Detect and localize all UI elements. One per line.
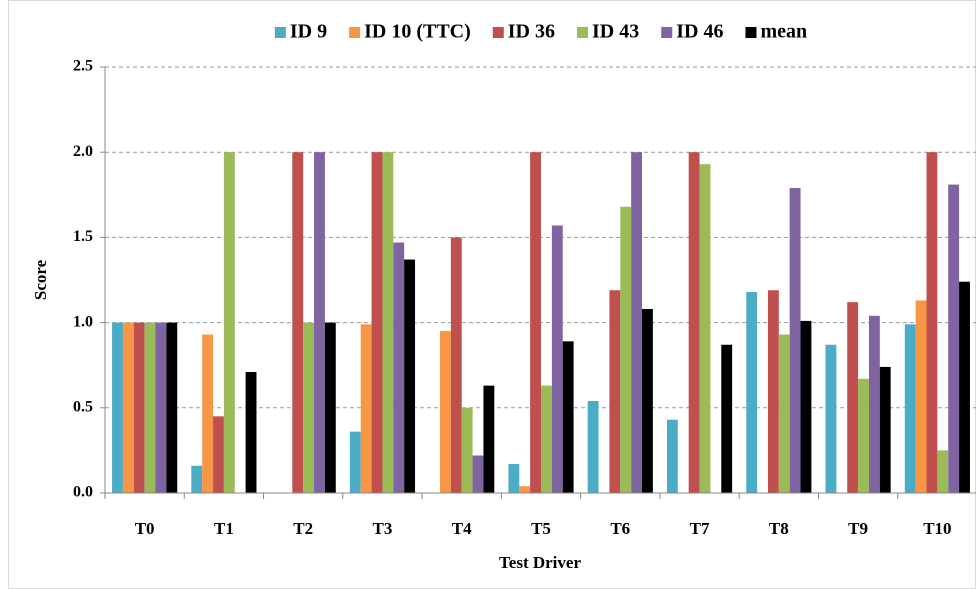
y-tick-label: 0.0 bbox=[73, 484, 93, 501]
bar bbox=[223, 152, 235, 493]
bar bbox=[551, 225, 563, 494]
y-tick-label: 2.5 bbox=[73, 58, 93, 75]
bar bbox=[519, 486, 531, 493]
bar bbox=[371, 152, 383, 493]
x-tick-label: T6 bbox=[610, 519, 630, 538]
legend-label: ID 9 bbox=[290, 21, 327, 43]
bar bbox=[587, 400, 599, 493]
bar bbox=[530, 152, 541, 493]
bar bbox=[631, 152, 642, 493]
bar bbox=[609, 290, 621, 493]
bar bbox=[404, 259, 416, 493]
bar bbox=[858, 378, 869, 493]
bar bbox=[202, 334, 214, 493]
bar bbox=[508, 464, 520, 493]
bar bbox=[778, 334, 790, 493]
bar bbox=[915, 300, 927, 493]
x-tick-label: T4 bbox=[452, 519, 472, 538]
bar bbox=[133, 322, 145, 493]
bar bbox=[688, 152, 700, 493]
bar bbox=[349, 431, 361, 493]
bar bbox=[868, 315, 880, 493]
legend-swatch bbox=[492, 27, 504, 38]
legend-label: ID 36 bbox=[508, 21, 555, 43]
bar bbox=[144, 322, 156, 493]
bar bbox=[789, 187, 801, 493]
bar bbox=[620, 206, 632, 493]
bar bbox=[382, 152, 394, 493]
bar bbox=[959, 281, 970, 493]
legend-label: mean bbox=[760, 21, 807, 43]
legend-label: ID 43 bbox=[592, 21, 639, 43]
bar bbox=[166, 322, 178, 493]
x-tick-label: T1 bbox=[214, 519, 234, 538]
y-tick-label: 2.0 bbox=[73, 143, 93, 160]
x-tick-label: T9 bbox=[848, 519, 868, 538]
chart-frame bbox=[8, 0, 976, 589]
bar bbox=[324, 322, 336, 493]
x-tick-label: T10 bbox=[923, 519, 951, 538]
bar bbox=[800, 320, 812, 493]
x-tick-label: T7 bbox=[690, 519, 710, 538]
x-tick-label: T2 bbox=[293, 519, 313, 538]
bar bbox=[541, 385, 552, 493]
bar bbox=[746, 291, 758, 493]
bar bbox=[879, 366, 891, 493]
bar bbox=[699, 164, 711, 494]
bar bbox=[904, 324, 916, 493]
legend-label: ID 10 (TTC) bbox=[364, 21, 471, 43]
x-tick-label: T3 bbox=[373, 519, 393, 538]
bar bbox=[122, 322, 134, 493]
legend-label: ID 46 bbox=[676, 21, 723, 43]
x-axis-label: Test Driver bbox=[499, 553, 581, 572]
legend-swatch bbox=[349, 27, 361, 38]
x-tick-label: T5 bbox=[531, 519, 551, 538]
bar bbox=[303, 322, 315, 493]
bar bbox=[155, 322, 167, 493]
x-tick-label: T8 bbox=[769, 519, 789, 538]
legend-swatch bbox=[274, 27, 286, 38]
bar bbox=[360, 324, 372, 493]
bar bbox=[292, 152, 304, 493]
bar bbox=[483, 385, 495, 493]
y-tick-label: 0.5 bbox=[73, 398, 93, 415]
x-tick-label: T0 bbox=[135, 519, 155, 538]
bar bbox=[472, 455, 484, 493]
bar bbox=[191, 465, 203, 493]
bar bbox=[825, 344, 837, 493]
y-axis-label: Score bbox=[31, 259, 50, 300]
bar bbox=[767, 290, 779, 493]
bar bbox=[440, 331, 451, 493]
y-tick-label: 1.0 bbox=[73, 313, 93, 330]
y-tick-label: 1.5 bbox=[73, 228, 93, 245]
bar bbox=[112, 322, 123, 493]
bar bbox=[847, 302, 859, 493]
bar bbox=[314, 152, 325, 493]
bar bbox=[461, 407, 473, 493]
bar bbox=[562, 341, 574, 493]
bar bbox=[393, 242, 405, 493]
bar bbox=[666, 419, 678, 493]
bar bbox=[926, 152, 938, 493]
bar bbox=[641, 308, 653, 493]
bar bbox=[245, 372, 257, 493]
bar bbox=[450, 237, 462, 493]
bar bbox=[937, 450, 949, 493]
bar bbox=[948, 184, 960, 494]
legend-swatch bbox=[661, 27, 673, 38]
bar bbox=[213, 416, 224, 493]
legend-swatch bbox=[745, 27, 757, 38]
bar bbox=[721, 344, 733, 493]
legend-swatch bbox=[577, 27, 588, 38]
